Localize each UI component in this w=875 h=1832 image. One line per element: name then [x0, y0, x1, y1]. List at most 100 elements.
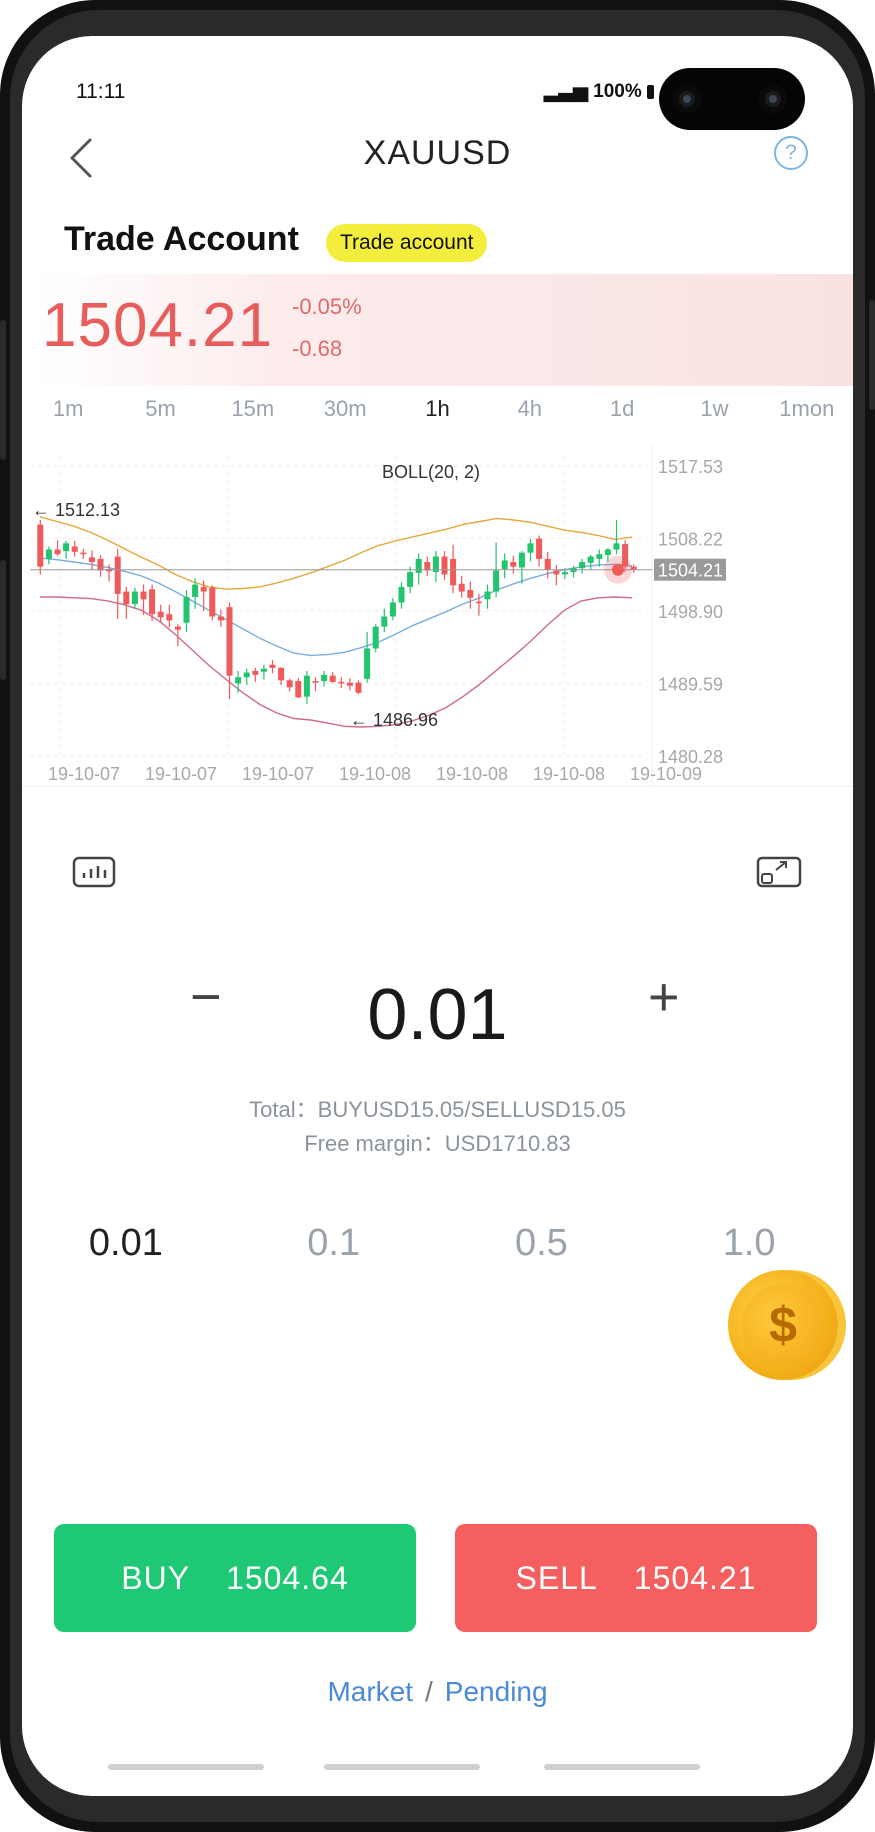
candle-down: [157, 611, 164, 618]
candle-up: [260, 668, 267, 672]
chart-canvas: 1517.53 1508.22 1504.21 1498.90 1489.59 1480.…: [22, 446, 853, 787]
tab-timeframe-30m[interactable]: 30m: [323, 396, 367, 421]
y-tick-label: 1480.28: [658, 747, 723, 767]
price-change-absolute: -0.68: [292, 336, 343, 361]
dollar-sign: $: [742, 1284, 824, 1366]
x-tick-label: 19-10-07: [242, 764, 314, 784]
candle-down: [54, 549, 61, 555]
decrease-lot-button[interactable]: −: [190, 967, 222, 1027]
y-tick-label: 1517.53: [658, 457, 723, 477]
tab-timeframe-1h[interactable]: 1h: [425, 396, 450, 421]
x-tick-label: 19-10-07: [48, 764, 120, 784]
candle-up: [45, 549, 52, 559]
candle-down: [123, 591, 130, 605]
candle-down: [295, 681, 302, 698]
lot-size-value[interactable]: 0.01: [367, 975, 508, 1055]
dollar-coin-icon[interactable]: $: [728, 1270, 838, 1380]
candle-down: [174, 626, 181, 630]
phone-side-button: [869, 300, 875, 410]
candle-down: [355, 682, 362, 693]
back-button[interactable]: [62, 128, 102, 188]
tab-timeframe-1m[interactable]: 1m: [52, 396, 84, 421]
candle-down: [269, 664, 276, 668]
lot-preset-1.0[interactable]: 1.0: [722, 1222, 776, 1264]
fullscreen-button[interactable]: [756, 856, 802, 893]
candle-down: [630, 566, 637, 570]
pending-order-link[interactable]: Pending: [444, 1676, 548, 1707]
tab-timeframe-1d[interactable]: 1d: [609, 396, 635, 421]
candle-up: [243, 672, 250, 678]
low-marker-label: ← 1486.96: [350, 710, 438, 730]
front-camera-cutout: [659, 68, 805, 130]
camera-lens: [673, 85, 701, 113]
candle-down: [450, 558, 457, 586]
battery-icon: [647, 84, 655, 99]
account-type-badge[interactable]: Trade account: [326, 224, 488, 262]
candle-down: [37, 524, 44, 567]
lot-preset-0.5[interactable]: 0.5: [514, 1222, 568, 1264]
lot-presets: 0.01 0.1 0.5 1.0: [22, 1222, 853, 1265]
candle-down: [80, 552, 87, 555]
candle-up: [192, 584, 199, 598]
candle-up: [493, 570, 500, 592]
candle-up: [364, 648, 371, 679]
status-battery: ▂▃▅ 100%: [544, 80, 655, 103]
candle-down: [467, 590, 474, 598]
lot-preset-0.01[interactable]: 0.01: [88, 1222, 163, 1264]
boll-mid-line: [39, 557, 633, 657]
candle-up: [527, 543, 534, 553]
account-title: Trade Account: [64, 220, 299, 258]
signal-icon: ▂▃▅: [544, 81, 588, 102]
y-tick-label: 1489.59: [658, 675, 723, 695]
order-total: Total：BUYUSD15.05/SELLUSD15.05: [249, 1097, 626, 1122]
candle-up: [604, 549, 611, 555]
candle-up: [432, 556, 439, 573]
camera-lens: [759, 85, 787, 113]
boll-upper-line: [39, 516, 633, 590]
candle-down: [140, 591, 147, 600]
current-price: 1504.21: [42, 291, 274, 360]
tab-timeframe-1w[interactable]: 1w: [700, 396, 729, 421]
candle-down: [226, 607, 233, 676]
sell-button[interactable]: SELL 1504.21: [455, 1524, 817, 1632]
candle-down: [510, 561, 517, 567]
candle-down: [441, 556, 448, 575]
candle-down: [71, 546, 78, 552]
candle-down: [553, 570, 560, 575]
increase-lot-button[interactable]: +: [648, 967, 680, 1027]
candle-up: [587, 556, 594, 563]
candle-down: [346, 682, 353, 686]
chevron-left-icon: [70, 138, 92, 178]
tab-timeframe-5m[interactable]: 5m: [145, 396, 176, 421]
candle-down: [458, 583, 465, 592]
candle-down: [209, 587, 216, 617]
buy-button[interactable]: BUY 1504.64: [54, 1524, 416, 1632]
tab-timeframe-1mon[interactable]: 1mon: [779, 396, 835, 421]
indicator-button[interactable]: [72, 856, 116, 893]
tab-timeframe-15m[interactable]: 15m: [231, 396, 275, 421]
candle-up: [372, 626, 379, 649]
candle-down: [252, 670, 259, 675]
price-banner: [36, 274, 853, 386]
high-marker-label: ← 1512.13: [32, 500, 120, 520]
candle-down: [424, 561, 431, 571]
bar-chart-icon: [72, 856, 116, 888]
candle-down: [286, 680, 293, 688]
price-change-percent: -0.05%: [292, 294, 362, 319]
expand-icon: [756, 856, 802, 888]
timeframe-tabs: 1m 5m 15m 30m 1h 4h 1d 1w 1mon: [22, 396, 853, 436]
candle-up: [596, 554, 603, 559]
help-icon[interactable]: ?: [774, 136, 808, 170]
candlestick-chart[interactable]: 1517.53 1508.22 1504.21 1498.90 1489.59 1480.…: [22, 446, 853, 846]
tab-timeframe-4h[interactable]: 4h: [517, 396, 543, 421]
nav-recent-indicator[interactable]: [108, 1764, 264, 1770]
candle-up: [303, 675, 310, 697]
candle-up: [407, 572, 414, 587]
market-order-link[interactable]: Market: [327, 1676, 414, 1707]
nav-back-indicator[interactable]: [544, 1764, 700, 1770]
sell-label: SELL: [515, 1560, 598, 1596]
nav-home-indicator[interactable]: [324, 1764, 480, 1770]
candle-up: [131, 591, 138, 605]
candle-down: [217, 616, 224, 621]
lot-preset-0.1[interactable]: 0.1: [307, 1222, 361, 1264]
